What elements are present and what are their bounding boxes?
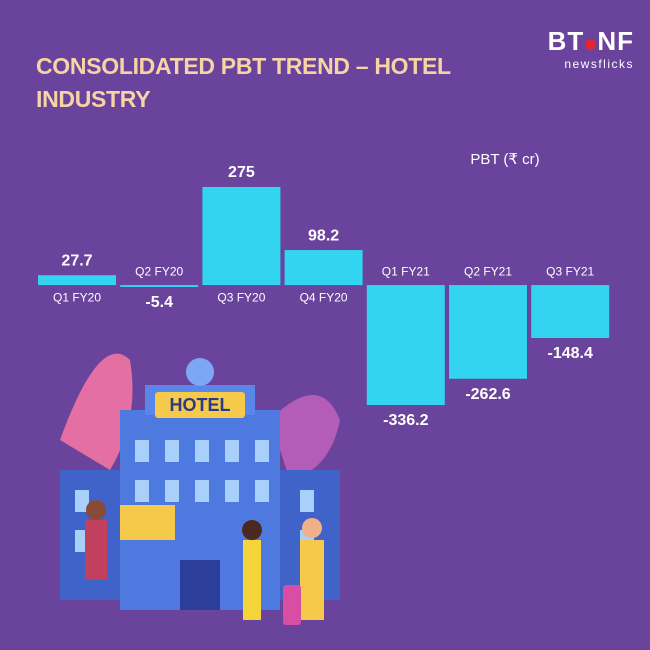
windows bbox=[75, 440, 314, 552]
clock bbox=[186, 358, 214, 386]
bar bbox=[366, 285, 445, 405]
logo-right: NF bbox=[597, 26, 634, 56]
bar bbox=[531, 285, 610, 339]
bar bbox=[449, 285, 527, 379]
person bbox=[300, 540, 324, 620]
x-tick-label: Q3 FY20 bbox=[217, 290, 265, 304]
value-label: -5.4 bbox=[145, 294, 173, 311]
person bbox=[243, 540, 261, 620]
bar bbox=[284, 250, 363, 286]
sign bbox=[155, 392, 245, 418]
bar bbox=[202, 187, 281, 286]
sign-text: HOTEL bbox=[170, 395, 231, 415]
x-tick-label: Q2 FY20 bbox=[135, 264, 183, 278]
x-tick-label: Q1 FY20 bbox=[53, 290, 101, 304]
value-label: 275 bbox=[228, 164, 255, 181]
value-label: 98.2 bbox=[308, 227, 339, 244]
logo-tagline: newsflicks bbox=[564, 57, 634, 71]
bar bbox=[38, 275, 116, 286]
y-label: PBT (₹ cr) bbox=[470, 151, 539, 168]
x-tick-label: Q3 FY21 bbox=[546, 264, 594, 278]
leaf bbox=[270, 395, 340, 480]
bar bbox=[120, 285, 199, 288]
person bbox=[85, 520, 107, 580]
logo: BT NF newsflicks bbox=[548, 26, 634, 71]
person-head bbox=[242, 520, 262, 540]
logo-mark: BT NF bbox=[548, 26, 634, 57]
door bbox=[180, 560, 220, 610]
value-label: -262.6 bbox=[465, 386, 510, 403]
person-head bbox=[86, 500, 106, 520]
like-sign bbox=[120, 505, 175, 540]
leaf bbox=[60, 353, 133, 470]
value-label: 27.7 bbox=[61, 252, 92, 269]
x-tick-label: Q4 FY20 bbox=[300, 290, 348, 304]
logo-left: BT bbox=[547, 26, 585, 56]
x-tick-label: Q1 FY21 bbox=[382, 264, 430, 278]
x-tick-label: Q2 FY21 bbox=[464, 264, 512, 278]
suitcase bbox=[283, 585, 301, 625]
logo-dot bbox=[585, 39, 597, 50]
illustration: HOTEL bbox=[60, 353, 340, 625]
value-label: -148.4 bbox=[548, 345, 593, 362]
value-label: -336.2 bbox=[383, 412, 428, 429]
chart-title: CONSOLIDATED PBT TREND – HOTEL INDUSTRY bbox=[36, 53, 451, 112]
person-head bbox=[302, 518, 322, 538]
